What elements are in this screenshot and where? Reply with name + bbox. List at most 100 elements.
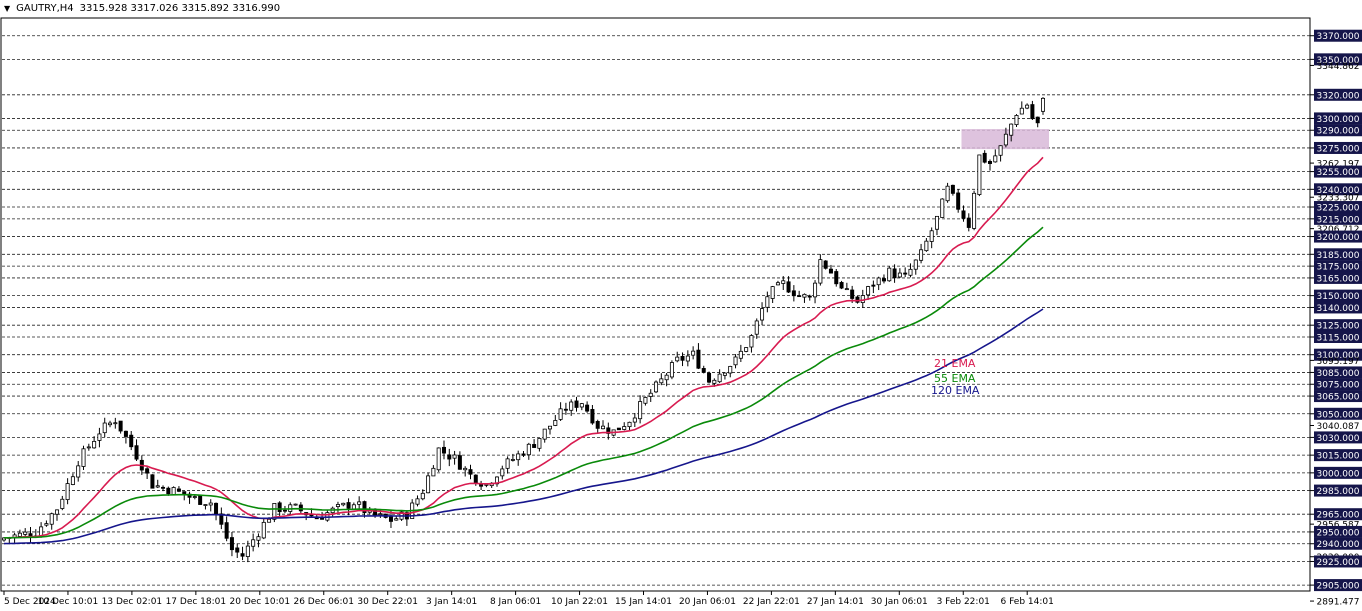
candle-body-down (447, 454, 452, 460)
candle (659, 373, 664, 386)
price-label-box (1314, 53, 1362, 66)
candle-body-up (76, 465, 81, 478)
candle-body-up (685, 355, 690, 362)
price-label-box (1314, 212, 1362, 225)
x-tick-label: 20 Jan 06:01 (679, 597, 736, 607)
price-label: 2925.000 (1317, 558, 1360, 568)
candle (632, 412, 637, 428)
price-label-box (1314, 579, 1362, 592)
candle-body-down (696, 349, 701, 369)
candle-body-up (887, 267, 892, 282)
candle-body-down (473, 474, 478, 484)
candle-body-up (341, 502, 346, 506)
candle-body-up (97, 433, 102, 441)
candle (447, 448, 452, 467)
candle-body-down (298, 504, 303, 512)
candle-body-up (728, 365, 733, 374)
candle (919, 243, 924, 264)
candle (791, 285, 796, 302)
candle-body-down (123, 430, 128, 437)
x-tick-label: 26 Dec 06:01 (293, 597, 354, 607)
candle (55, 509, 60, 521)
candle-body-up (420, 492, 425, 500)
price-label: 3350.000 (1317, 56, 1360, 66)
ema-21-line (4, 156, 1044, 539)
symbol-timeframe: GAUTRY,H4 (16, 3, 74, 14)
candle-body-up (691, 350, 696, 356)
price-label: 2965.000 (1317, 511, 1360, 521)
price-label-box (1314, 289, 1362, 302)
candle-body-up (17, 532, 22, 537)
candle (622, 422, 627, 431)
candle-body-down (224, 522, 229, 539)
candle-body-up (648, 392, 653, 397)
candle-body-up (1009, 123, 1014, 136)
candle-body-up (643, 397, 648, 404)
price-label: 3095.197 (1317, 357, 1360, 367)
candle-body-down (606, 427, 611, 434)
candle (569, 399, 574, 416)
candle-body-up (632, 417, 637, 423)
candle (828, 264, 833, 274)
candle (961, 205, 966, 222)
candle (134, 439, 139, 461)
price-label: 3320.000 (1317, 91, 1360, 101)
price-label-box (1314, 330, 1362, 343)
candle (579, 402, 584, 411)
candle-body-up (505, 458, 510, 469)
price-label: 3200.000 (1317, 233, 1360, 243)
candle-body-up (500, 468, 505, 477)
candle (1003, 127, 1008, 148)
x-tick-label: 13 Dec 02:01 (102, 597, 163, 607)
candle (532, 439, 537, 449)
candle (70, 473, 75, 486)
candle-body-up (49, 513, 54, 525)
candle (335, 501, 340, 514)
candle-body-up (426, 475, 431, 494)
candle-body-down (881, 278, 886, 282)
x-tick-label: 30 Jan 06:01 (871, 597, 928, 607)
collapse-triangle-icon[interactable]: ▼ (4, 4, 11, 13)
candle-body-up (39, 526, 44, 537)
candle (940, 198, 945, 218)
candle-body-up (86, 446, 91, 449)
candle-body-up (516, 453, 521, 461)
candle-body-down (855, 296, 860, 303)
candle-body-down (563, 408, 568, 411)
candle (866, 285, 871, 301)
candle (643, 396, 648, 406)
price-label-box (1314, 348, 1362, 361)
candle (261, 517, 266, 540)
candle (664, 372, 669, 387)
price-label-box (1314, 466, 1362, 479)
candle (92, 436, 97, 449)
candle-body-up (378, 513, 383, 516)
candle (441, 440, 446, 460)
candle-body-up (208, 502, 213, 506)
candle-body-up (55, 509, 60, 515)
candle-body-down (134, 445, 139, 460)
candle-body-up (760, 308, 765, 321)
price-label: 3225.000 (1317, 204, 1360, 214)
candle (675, 351, 680, 363)
price-label: 3140.000 (1317, 304, 1360, 314)
candle (987, 159, 992, 171)
candle (760, 302, 765, 326)
candle (219, 507, 224, 530)
candle (526, 442, 531, 460)
candle-body-up (977, 154, 982, 195)
price-label: 3275.000 (1317, 144, 1360, 154)
candle (728, 365, 733, 378)
candle-body-down (823, 260, 828, 269)
candle-body-up (1025, 104, 1030, 109)
candle-body-up (1041, 97, 1046, 112)
candle-body-down (797, 295, 802, 298)
candle-body-up (1019, 107, 1024, 115)
price-label-box (1314, 484, 1362, 497)
candle (500, 465, 505, 480)
candle-body-up (802, 293, 807, 298)
candle (240, 546, 245, 561)
candle (648, 389, 653, 402)
candle-body-up (627, 421, 632, 428)
